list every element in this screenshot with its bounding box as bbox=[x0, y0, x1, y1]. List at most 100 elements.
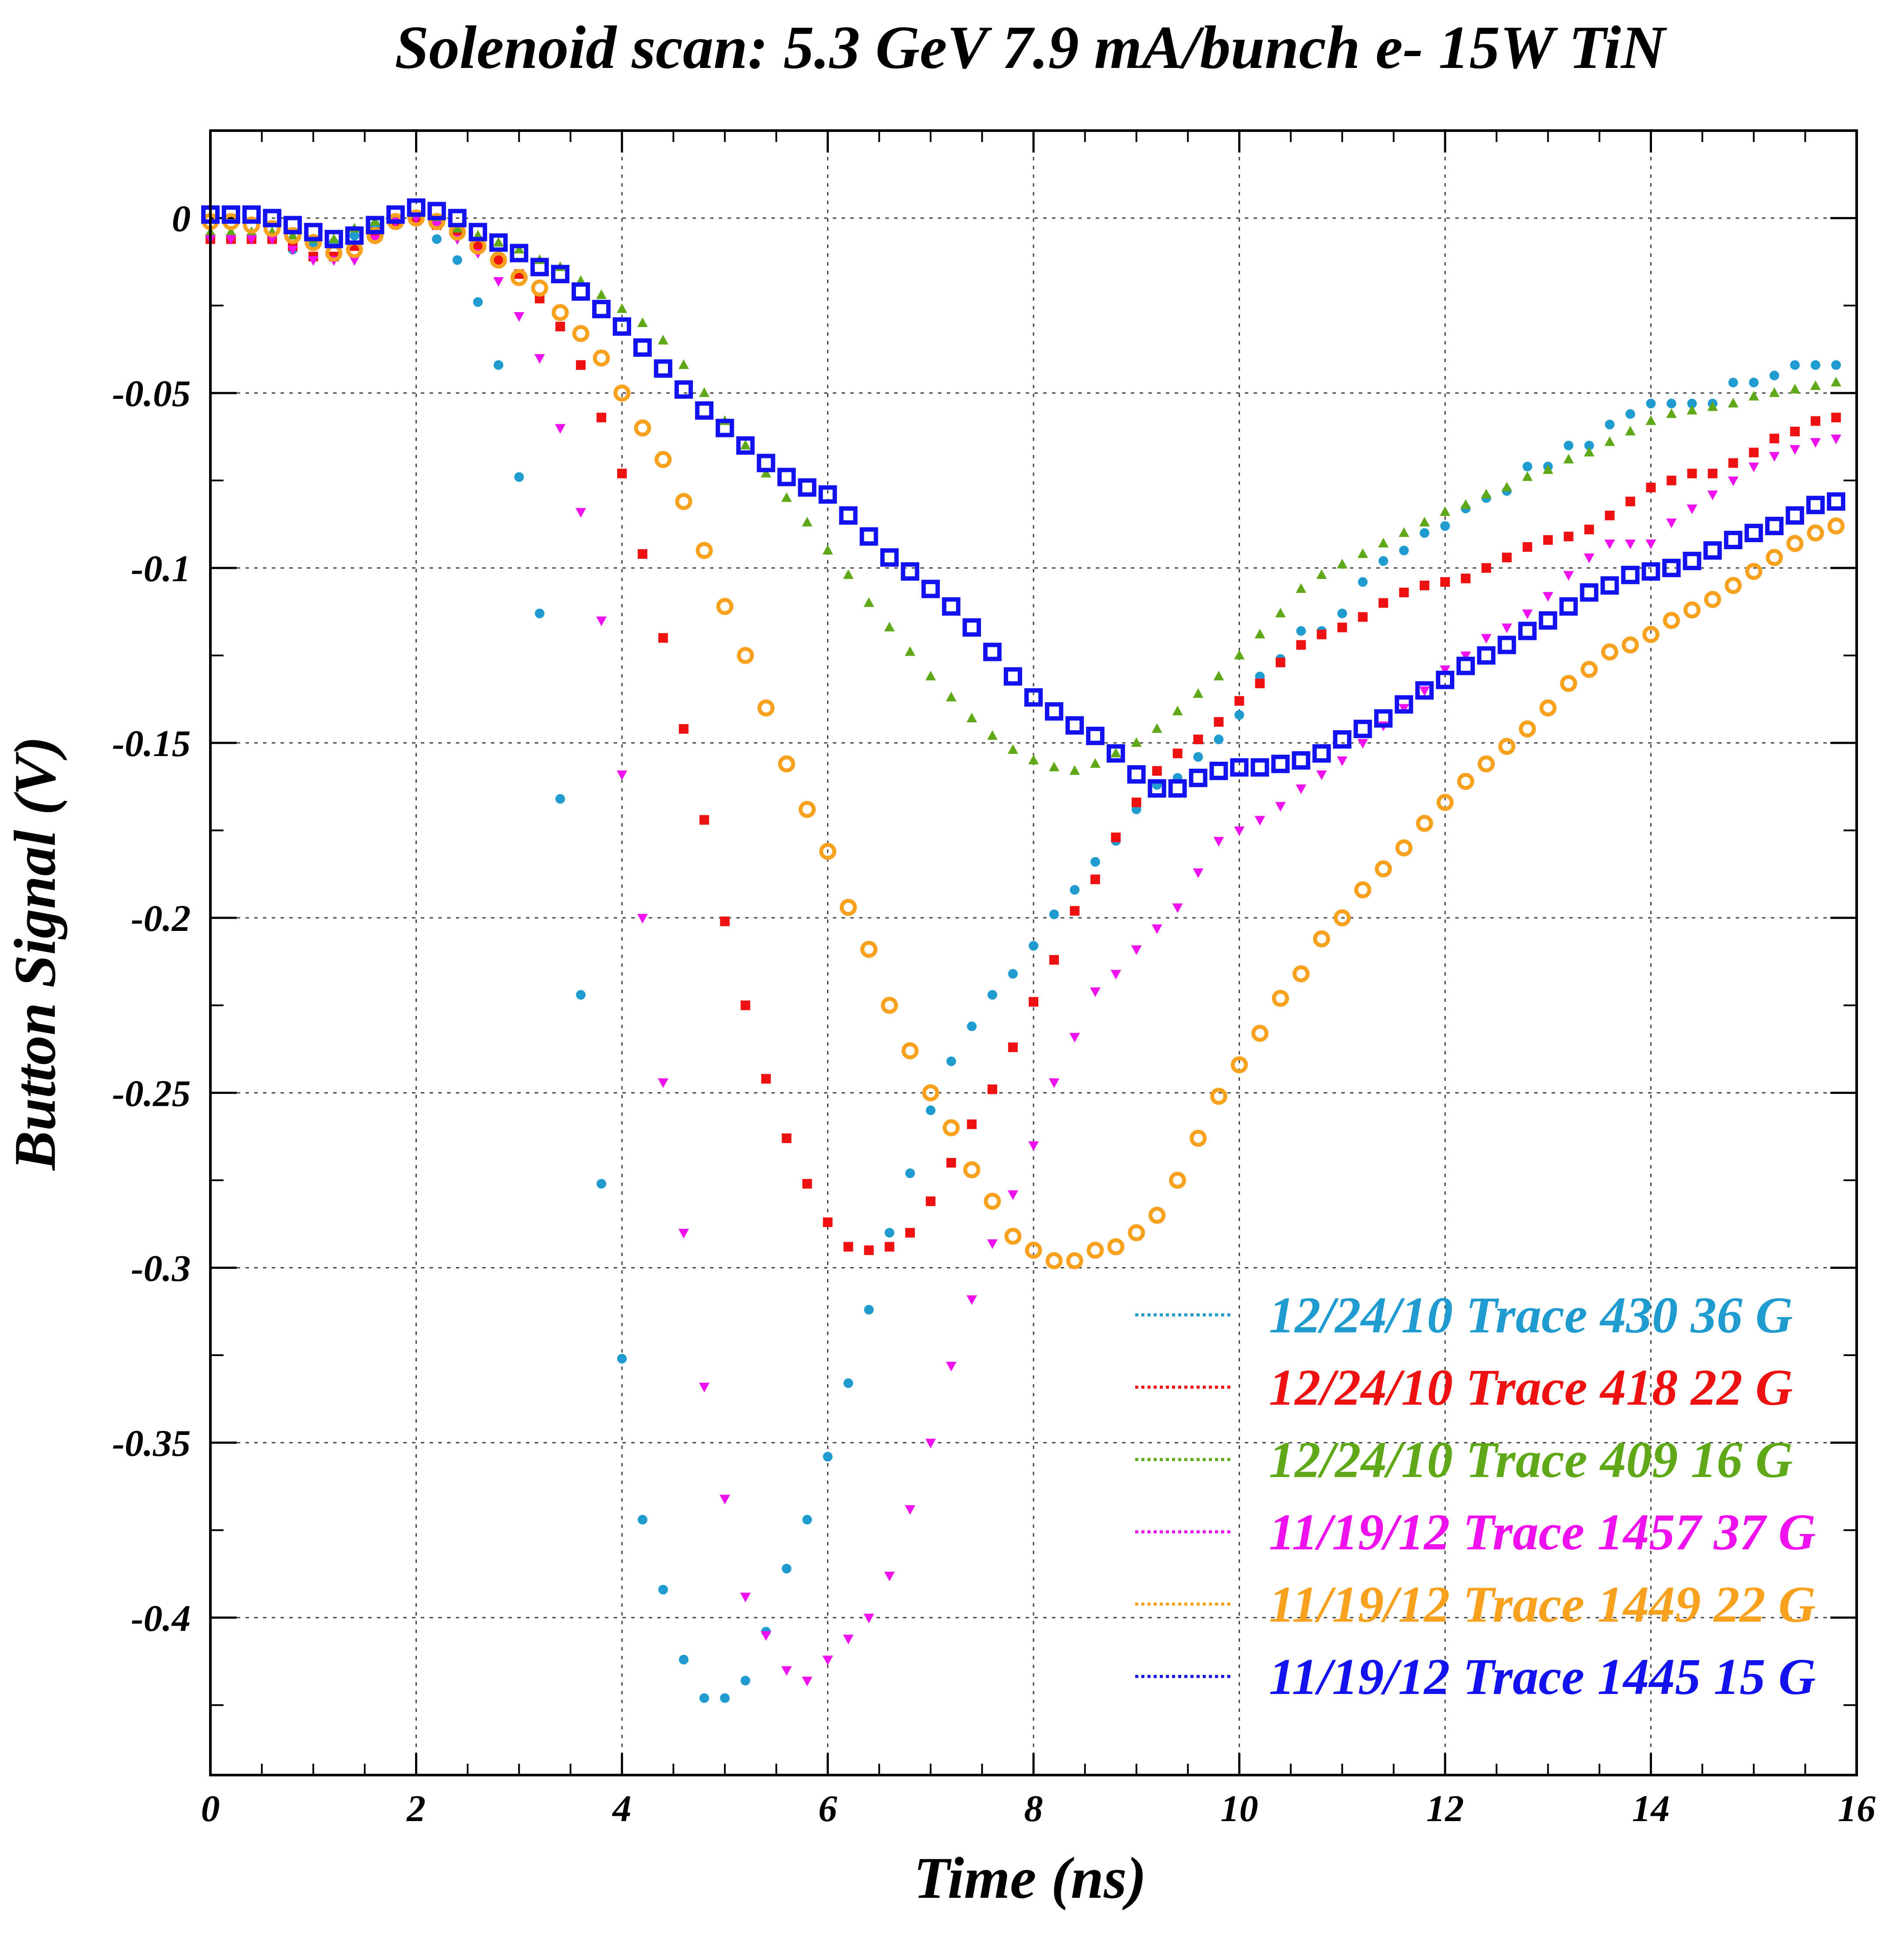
data-point bbox=[860, 527, 878, 546]
data-point bbox=[1749, 377, 1759, 387]
data-point bbox=[1831, 434, 1842, 444]
data-point bbox=[1008, 1042, 1018, 1052]
data-point bbox=[1151, 723, 1162, 733]
data-point bbox=[225, 235, 236, 245]
data-point bbox=[1190, 1129, 1207, 1147]
data-point bbox=[613, 317, 631, 336]
data-point bbox=[555, 322, 565, 332]
data-point bbox=[1621, 565, 1640, 584]
data-point bbox=[1666, 518, 1677, 529]
data-point bbox=[1728, 377, 1738, 387]
data-point bbox=[1090, 874, 1100, 884]
data-point bbox=[696, 542, 713, 559]
data-point bbox=[1131, 737, 1142, 747]
data-point bbox=[678, 1229, 689, 1239]
data-point bbox=[1209, 761, 1228, 780]
data-point bbox=[1296, 583, 1307, 593]
data-point bbox=[1378, 598, 1389, 608]
data-point bbox=[349, 256, 360, 266]
data-point bbox=[885, 1242, 895, 1252]
data-point bbox=[1460, 573, 1471, 583]
data-point bbox=[432, 234, 442, 244]
data-point bbox=[1358, 612, 1368, 622]
data-point bbox=[1749, 447, 1759, 458]
data-point bbox=[1193, 735, 1203, 745]
data-point bbox=[576, 360, 586, 370]
data-point bbox=[1683, 601, 1701, 619]
data-point bbox=[535, 608, 545, 618]
data-point bbox=[823, 1217, 833, 1227]
legend-entry-3: 12/24/10 Trace 409 16 G bbox=[1135, 1431, 1793, 1488]
legend-entry-2: 12/24/10 Trace 418 22 G bbox=[1135, 1359, 1793, 1416]
data-point bbox=[720, 916, 730, 927]
data-point bbox=[1107, 1238, 1125, 1256]
data-point bbox=[839, 898, 857, 916]
data-point bbox=[654, 451, 672, 468]
data-point bbox=[1395, 695, 1414, 714]
data-point bbox=[1457, 773, 1474, 790]
data-point bbox=[988, 990, 998, 1000]
data-point bbox=[1254, 629, 1265, 639]
data-point bbox=[1584, 447, 1595, 457]
data-point bbox=[408, 210, 425, 227]
data-point bbox=[1769, 387, 1780, 397]
data-point bbox=[860, 941, 877, 958]
data-point bbox=[1111, 832, 1121, 842]
data-point bbox=[654, 359, 672, 378]
data-point bbox=[1152, 766, 1162, 776]
data-point bbox=[555, 424, 566, 434]
data-point bbox=[1440, 521, 1450, 531]
data-point bbox=[942, 1119, 960, 1136]
data-point bbox=[1708, 469, 1718, 479]
data-point bbox=[1625, 539, 1636, 549]
data-point bbox=[963, 618, 981, 637]
data-point bbox=[901, 562, 920, 581]
data-point bbox=[819, 842, 836, 860]
data-point bbox=[699, 387, 710, 397]
data-point bbox=[428, 213, 445, 231]
data-point bbox=[469, 223, 487, 241]
data-point bbox=[1806, 496, 1825, 515]
data-point bbox=[427, 202, 446, 220]
data-point bbox=[818, 485, 837, 504]
data-point bbox=[493, 237, 504, 247]
data-point bbox=[494, 360, 504, 370]
data-point bbox=[1642, 626, 1659, 643]
data-point bbox=[1029, 941, 1038, 951]
data-point bbox=[1625, 497, 1635, 507]
data-point bbox=[1275, 657, 1286, 668]
data-point bbox=[1542, 464, 1553, 474]
data-point bbox=[781, 1133, 792, 1143]
data-point bbox=[1724, 577, 1742, 594]
data-point bbox=[1687, 469, 1697, 479]
data-point bbox=[1234, 696, 1244, 706]
data-point bbox=[678, 1655, 689, 1665]
data-point bbox=[799, 801, 816, 818]
y-tick-label: -0.3 bbox=[131, 1247, 191, 1289]
data-point bbox=[1025, 1242, 1042, 1259]
data-point bbox=[921, 579, 940, 598]
data-point bbox=[1234, 826, 1245, 836]
data-point bbox=[1728, 476, 1739, 486]
data-point bbox=[1292, 751, 1311, 770]
data-point bbox=[699, 1693, 709, 1703]
data-point bbox=[1604, 539, 1615, 549]
data-point bbox=[695, 401, 714, 420]
data-point bbox=[304, 223, 323, 241]
data-point bbox=[802, 517, 813, 527]
data-point bbox=[1769, 433, 1780, 444]
data-point bbox=[740, 440, 751, 450]
data-point bbox=[514, 472, 524, 482]
data-point bbox=[1296, 626, 1306, 636]
data-point bbox=[1581, 661, 1598, 678]
data-point bbox=[963, 1161, 980, 1179]
data-point bbox=[1827, 517, 1845, 535]
data-point bbox=[925, 671, 936, 681]
data-point bbox=[802, 1676, 813, 1687]
data-point bbox=[946, 1056, 956, 1066]
data-point bbox=[781, 492, 792, 502]
data-point bbox=[843, 1634, 854, 1644]
data-point bbox=[1440, 577, 1450, 587]
data-point bbox=[1214, 717, 1224, 727]
x-tick-label: 0 bbox=[201, 1787, 220, 1829]
